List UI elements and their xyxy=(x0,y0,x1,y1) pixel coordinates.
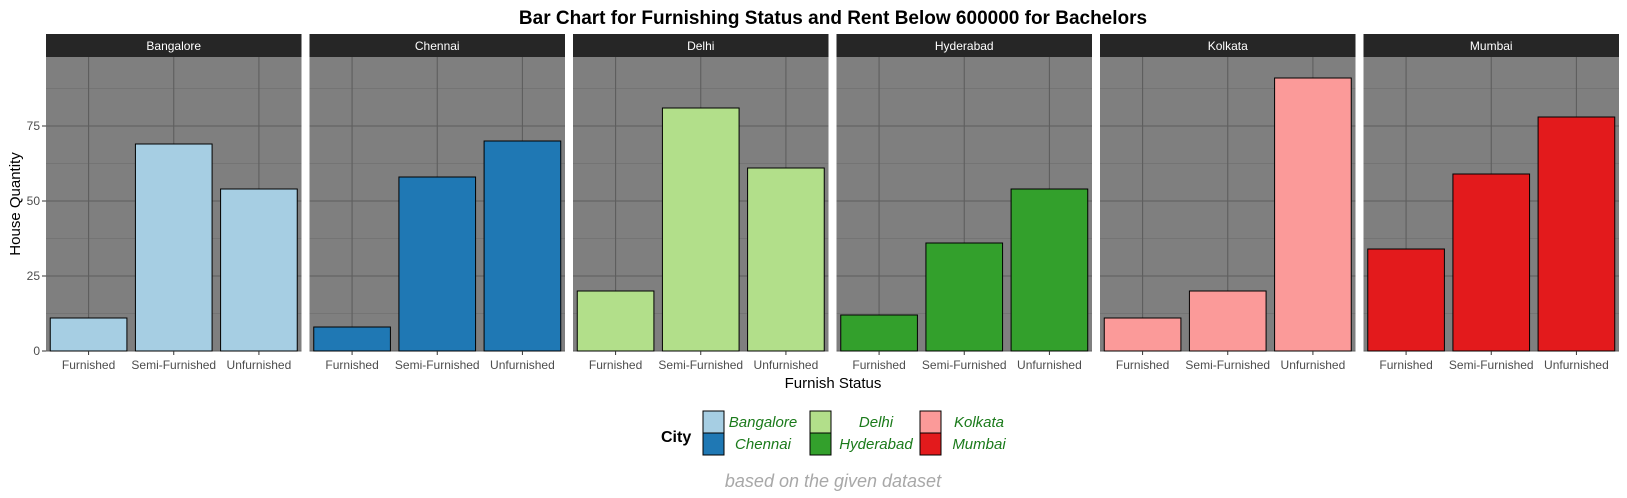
x-tick-label: Unfurnished xyxy=(227,358,292,372)
facet-strip xyxy=(46,34,302,57)
bar-chennai-furnished xyxy=(313,326,391,352)
facet-strip xyxy=(309,34,565,57)
facet-panel-mumbai: Mumbai Furnished Semi-Furnished Unfurnished xyxy=(1363,34,1619,372)
x-tick-label: Semi-Furnished xyxy=(658,358,743,372)
facet-strip xyxy=(836,34,1092,57)
facet-strip xyxy=(1100,34,1356,57)
bar-chennai-unfurnished xyxy=(483,140,562,352)
bar-delhi-unfurnished xyxy=(747,167,825,352)
y-tick-label: 25 xyxy=(27,269,41,283)
x-tick-label: Semi-Furnished xyxy=(395,358,480,372)
facet-strip-label: Mumbai xyxy=(1470,39,1513,53)
bar-kolkata-furnished xyxy=(1103,317,1182,352)
x-tick-label: Semi-Furnished xyxy=(1185,358,1270,372)
bar-delhi-furnished xyxy=(576,290,655,352)
legend-key-hyderabad xyxy=(809,432,832,456)
bar-kolkata-unfurnished xyxy=(1274,77,1352,352)
legend-label-bangalore: Bangalore xyxy=(729,414,797,431)
legend-key-kolkata xyxy=(919,410,942,434)
bar-delhi-semi-furnished xyxy=(661,107,740,352)
bar-hyderabad-semi-furnished xyxy=(925,242,1004,352)
bar-mumbai-furnished xyxy=(1367,248,1445,352)
y-tick-label: 50 xyxy=(27,194,41,208)
y-axis-title: House Quantity xyxy=(7,152,24,256)
chart-title: Bar Chart for Furnishing Status and Rent… xyxy=(519,8,1147,29)
x-tick-label: Furnished xyxy=(1116,358,1169,372)
x-tick-label: Furnished xyxy=(325,358,378,372)
facet-panel-chennai: Chennai Furnished Semi-Furnished Unfurnishe… xyxy=(309,34,565,372)
facet-strip-label: Hyderabad xyxy=(935,39,994,53)
x-tick-label: Unfurnished xyxy=(1544,358,1609,372)
y-tick-label: 0 xyxy=(33,344,40,358)
bar-chennai-semi-furnished xyxy=(398,176,477,352)
x-tick-label: Unfurnished xyxy=(490,358,555,372)
bar-bangalore-semi-furnished xyxy=(134,143,213,352)
x-tick-label: Semi-Furnished xyxy=(131,358,216,372)
x-axis-title: Furnish Status xyxy=(785,375,882,392)
facet-panel-hyderabad: Hyderabad Furnished Semi-Furnished Unfurnis… xyxy=(836,34,1092,372)
facet-strip-label: Bangalore xyxy=(146,39,201,53)
x-tick-label: Furnished xyxy=(589,358,642,372)
legend-label-mumbai: Mumbai xyxy=(952,436,1006,453)
legend-label-delhi: Delhi xyxy=(859,414,894,431)
facet-panel-delhi: Delhi Furnished Semi-Furnished Unfurnished xyxy=(573,34,829,372)
x-tick-label: Unfurnished xyxy=(754,358,819,372)
bar-mumbai-unfurnished xyxy=(1537,116,1616,352)
facet-strip-label: Delhi xyxy=(687,39,714,53)
legend: City Bangalore Chennai Delhi Hyderabad Kolka… xyxy=(661,410,1006,456)
bar-mumbai-semi-furnished xyxy=(1452,173,1531,352)
x-tick-label: Furnished xyxy=(62,358,115,372)
x-tick-label: Unfurnished xyxy=(1017,358,1082,372)
x-tick-label: Furnished xyxy=(1379,358,1432,372)
facet-strip xyxy=(573,34,829,57)
caption: based on the given dataset xyxy=(725,471,942,491)
legend-label-hyderabad: Hyderabad xyxy=(839,436,913,453)
x-tick-label: Unfurnished xyxy=(1281,358,1346,372)
legend-key-bangalore xyxy=(702,410,725,434)
bar-bangalore-furnished xyxy=(49,317,128,352)
bar-hyderabad-furnished xyxy=(840,314,918,352)
bar-kolkata-semi-furnished xyxy=(1188,290,1267,352)
facet-panel-bangalore: Bangalore Furnished Semi-Furnished Unfurnis… xyxy=(46,34,302,372)
x-tick-label: Furnished xyxy=(852,358,905,372)
y-tick-label: 75 xyxy=(27,119,41,133)
facet-strip-label: Chennai xyxy=(415,39,460,53)
legend-key-chennai xyxy=(702,432,725,456)
facet-strip xyxy=(1363,34,1619,57)
facet-panel-kolkata: Kolkata Furnished Semi-Furnished Unfurnishe… xyxy=(1100,34,1356,372)
x-tick-label: Semi-Furnished xyxy=(1449,358,1534,372)
x-tick-label: Semi-Furnished xyxy=(922,358,1007,372)
legend-label-chennai: Chennai xyxy=(735,436,792,453)
facet-strip-label: Kolkata xyxy=(1208,39,1248,53)
legend-key-delhi xyxy=(809,410,832,434)
bar-bangalore-unfurnished xyxy=(220,188,298,352)
facet-panels: 0 25 50 75 Bangalore Furnished Semi-Furnished U… xyxy=(27,34,1619,372)
legend-label-kolkata: Kolkata xyxy=(954,414,1004,431)
bar-hyderabad-unfurnished xyxy=(1010,188,1089,352)
legend-title: City xyxy=(661,429,691,446)
legend-key-mumbai xyxy=(919,432,942,456)
